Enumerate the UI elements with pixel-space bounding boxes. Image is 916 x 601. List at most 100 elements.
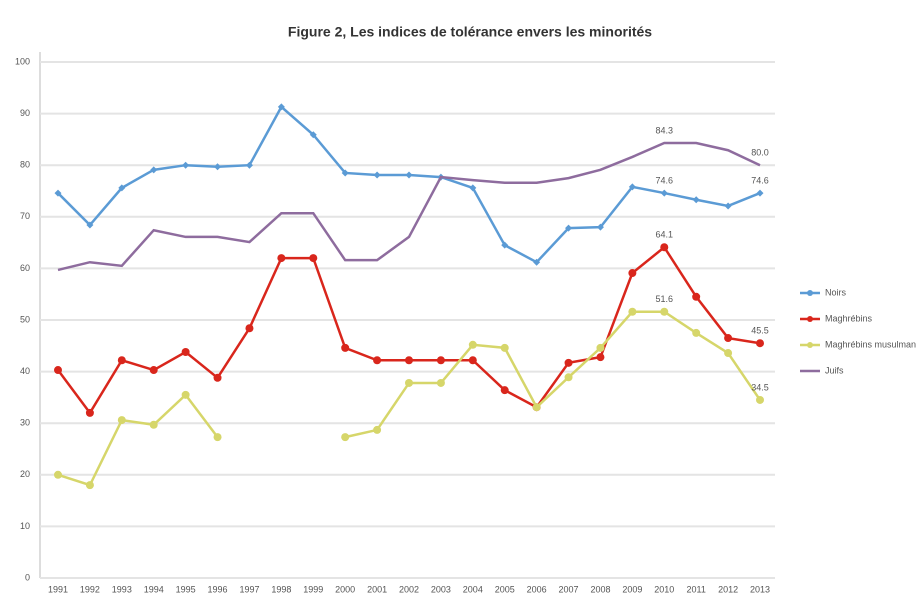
data-label: 84.3 bbox=[656, 125, 674, 135]
point bbox=[405, 356, 413, 365]
point bbox=[660, 189, 668, 197]
x-tick-label: 2008 bbox=[590, 584, 610, 594]
point bbox=[245, 161, 253, 169]
point bbox=[628, 307, 637, 316]
y-tick-label: 60 bbox=[20, 263, 30, 273]
x-tick-label: 2012 bbox=[718, 584, 738, 594]
y-tick-label: 90 bbox=[20, 108, 30, 118]
point bbox=[341, 169, 349, 177]
y-tick-label: 10 bbox=[20, 521, 30, 531]
point bbox=[564, 373, 573, 382]
point bbox=[565, 224, 573, 232]
point bbox=[501, 241, 509, 249]
point bbox=[214, 163, 222, 171]
x-tick-label: 2004 bbox=[463, 584, 483, 594]
x-tick-label: 1992 bbox=[80, 584, 100, 594]
x-tick-label: 1995 bbox=[176, 584, 196, 594]
point bbox=[118, 184, 126, 192]
y-tick-label: 0 bbox=[25, 572, 30, 582]
x-tick-label: 2003 bbox=[431, 584, 451, 594]
legend-marker bbox=[807, 290, 813, 296]
point bbox=[85, 408, 94, 417]
point bbox=[532, 403, 541, 412]
point bbox=[692, 292, 701, 301]
legend-marker bbox=[807, 316, 813, 322]
point bbox=[628, 183, 636, 191]
x-tick-label: 2002 bbox=[399, 584, 419, 594]
point bbox=[277, 103, 285, 111]
point bbox=[182, 161, 190, 169]
x-tick-label: 1991 bbox=[48, 584, 68, 594]
legend-label: Maghrébins musulmans bbox=[825, 339, 916, 349]
point bbox=[469, 184, 477, 192]
y-tick-label: 80 bbox=[20, 160, 30, 170]
point bbox=[309, 254, 318, 263]
point bbox=[85, 481, 94, 490]
point bbox=[117, 356, 126, 365]
data-label: 34.5 bbox=[751, 382, 769, 392]
x-tick-label: 1996 bbox=[208, 584, 228, 594]
data-label: 45.5 bbox=[751, 326, 769, 336]
point bbox=[596, 223, 604, 231]
y-tick-label: 40 bbox=[20, 366, 30, 376]
x-tick-label: 2007 bbox=[559, 584, 579, 594]
x-tick-label: 2001 bbox=[367, 584, 387, 594]
series-line bbox=[57, 141, 761, 272]
point bbox=[533, 258, 541, 266]
point bbox=[373, 356, 382, 365]
point bbox=[405, 171, 413, 179]
point bbox=[149, 420, 158, 429]
data-label: 74.6 bbox=[751, 175, 769, 185]
legend-label: Noirs bbox=[825, 287, 847, 297]
legend-label: Juifs bbox=[825, 365, 844, 375]
series-line bbox=[344, 310, 762, 439]
point bbox=[756, 339, 764, 348]
legend-label: Maghrébins bbox=[825, 313, 873, 323]
point bbox=[54, 189, 62, 197]
point bbox=[181, 347, 190, 356]
x-tick-label: 1998 bbox=[271, 584, 291, 594]
point bbox=[724, 334, 733, 343]
x-tick-label: 2000 bbox=[335, 584, 355, 594]
chart-title: Figure 2, Les indices de tolérance enver… bbox=[288, 24, 652, 40]
point bbox=[564, 358, 573, 367]
data-label: 51.6 bbox=[656, 294, 674, 304]
point bbox=[660, 243, 669, 252]
point bbox=[150, 166, 158, 174]
data-label: 64.1 bbox=[656, 230, 674, 240]
x-tick-label: 1999 bbox=[303, 584, 323, 594]
point bbox=[724, 349, 733, 358]
point bbox=[500, 343, 509, 352]
point bbox=[436, 356, 445, 365]
x-tick-label: 2011 bbox=[687, 584, 706, 594]
point bbox=[405, 378, 413, 387]
point bbox=[86, 221, 94, 229]
x-tick-label: 2010 bbox=[654, 584, 674, 594]
x-tick-label: 2013 bbox=[750, 584, 770, 594]
y-tick-label: 100 bbox=[15, 56, 30, 66]
point bbox=[660, 307, 669, 316]
point bbox=[468, 356, 477, 365]
series-line bbox=[57, 392, 219, 487]
point bbox=[373, 171, 381, 179]
y-tick-label: 30 bbox=[20, 418, 30, 428]
point bbox=[309, 131, 317, 139]
x-tick-label: 2006 bbox=[527, 584, 547, 594]
y-tick-label: 70 bbox=[20, 211, 30, 221]
x-tick-label: 2005 bbox=[495, 584, 515, 594]
point bbox=[213, 373, 222, 382]
point bbox=[245, 324, 254, 333]
y-tick-label: 50 bbox=[20, 314, 30, 324]
point bbox=[628, 269, 637, 278]
point bbox=[373, 425, 382, 434]
x-tick-label: 1997 bbox=[239, 584, 259, 594]
x-tick-label: 2009 bbox=[622, 584, 642, 594]
x-tick-label: 1994 bbox=[144, 584, 164, 594]
point bbox=[692, 196, 700, 204]
point bbox=[756, 395, 764, 404]
y-tick-label: 20 bbox=[20, 469, 30, 479]
point bbox=[596, 353, 605, 362]
point bbox=[149, 366, 158, 375]
